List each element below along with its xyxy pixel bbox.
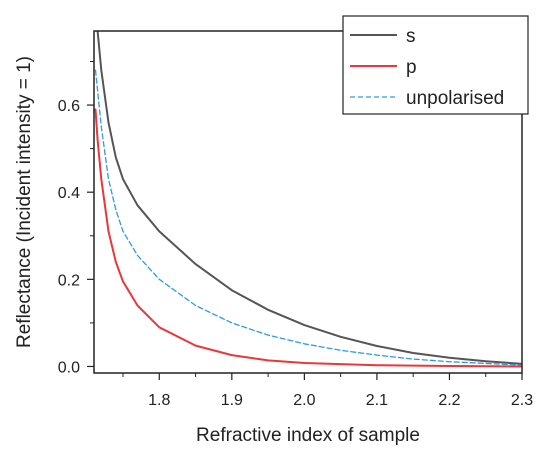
x-tick-label: 2.1 — [366, 392, 388, 409]
x-tick-label: 2.3 — [511, 392, 533, 409]
x-axis-label: Refractive index of sample — [196, 425, 420, 446]
x-tick-label: 1.8 — [148, 392, 170, 409]
x-axis: 1.8 1.9 2.0 2.1 2.2 2.3 — [122, 373, 533, 409]
series-line-s — [96, 31, 522, 365]
legend-label-unpolarised: unpolarised — [406, 88, 504, 109]
legend-label-s: s — [406, 26, 416, 47]
series-line-p — [94, 108, 522, 368]
legend-label-p: p — [406, 57, 417, 78]
legend-box — [342, 15, 529, 115]
x-tick-label: 1.9 — [221, 392, 243, 409]
y-tick-label: 0.0 — [58, 359, 80, 376]
series-line-unpolarised — [94, 69, 522, 366]
y-tick-label: 0.6 — [58, 98, 80, 115]
plot-frame — [93, 30, 523, 374]
y-axis-label: Reflectance (Incident intensity = 1) — [14, 56, 35, 348]
y-axis: 0.0 0.2 0.4 0.6 — [58, 60, 94, 376]
x-tick-label: 2.0 — [293, 392, 315, 409]
series-layer — [94, 31, 522, 368]
y-tick-label: 0.2 — [58, 272, 80, 289]
y-tick-label: 0.4 — [58, 185, 80, 202]
x-tick-label: 2.2 — [438, 392, 460, 409]
legend: sp unpolarised — [342, 15, 529, 115]
